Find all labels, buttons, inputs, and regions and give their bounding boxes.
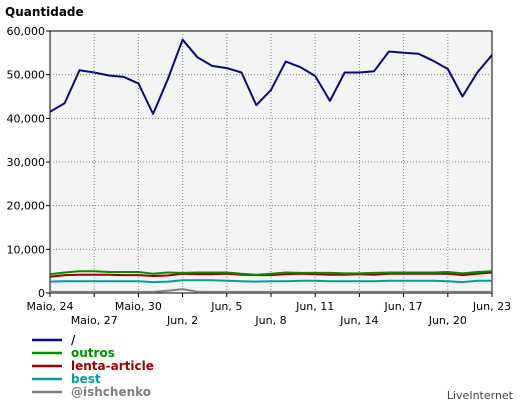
series-lines — [49, 38, 493, 293]
x-tick-label: Maio, 27 — [71, 314, 118, 327]
y-tick-label: 20,000 — [7, 200, 46, 213]
x-tick-label: Jun, 20 — [428, 314, 467, 327]
x-tick-label: Maio, 30 — [115, 300, 162, 313]
series-line-ishchenko — [50, 288, 492, 293]
plot-area — [49, 30, 493, 294]
series-line-best — [49, 279, 492, 284]
y-tick-label: 40,000 — [7, 112, 46, 125]
series-line- — [49, 38, 493, 115]
y-axis-ticks: 0 10,000 20,000 30,000 40,000 50,000 60,000 — [7, 25, 50, 300]
legend-item: outros — [32, 346, 115, 360]
series-line-outros — [49, 270, 493, 276]
liveinternet-watermark: LiveInternet — [447, 389, 514, 402]
series-line-lenta-article — [49, 271, 493, 278]
y-tick-label: 30,000 — [7, 156, 46, 169]
legend-item: best — [32, 372, 101, 386]
legend-item: @ishchenko — [32, 385, 151, 399]
x-tick-label: Jun, 8 — [254, 314, 286, 327]
x-tick-label: Maio, 24 — [26, 300, 73, 313]
legend-label: outros — [71, 346, 115, 360]
x-tick-label: Jun, 2 — [166, 314, 198, 327]
legend-item: / — [32, 333, 76, 347]
x-tick-label: Jun, 23 — [472, 300, 511, 313]
chart-title: Quantidade — [5, 5, 84, 19]
legend-label: / — [71, 333, 76, 347]
legend-label: @ishchenko — [71, 385, 151, 399]
x-tick-label: Jun, 5 — [210, 300, 242, 313]
legend-item: lenta-article — [32, 359, 154, 373]
y-tick-label: 60,000 — [7, 25, 46, 38]
legend-label: best — [71, 372, 101, 386]
x-tick-label: Jun, 14 — [339, 314, 378, 327]
legend-label: lenta-article — [71, 359, 154, 373]
y-tick-label: 0 — [38, 287, 45, 300]
x-tick-label: Jun, 11 — [295, 300, 334, 313]
y-tick-label: 10,000 — [7, 243, 46, 256]
y-tick-label: 50,000 — [7, 69, 46, 82]
x-tick-label: Jun, 17 — [384, 300, 423, 313]
